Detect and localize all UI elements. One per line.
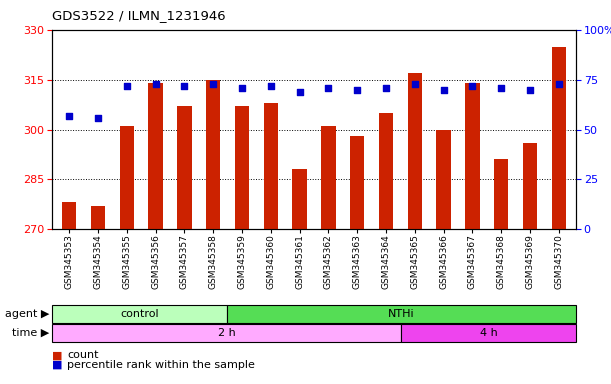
Bar <box>235 106 249 229</box>
Point <box>467 83 477 89</box>
Bar <box>465 83 480 229</box>
Point <box>237 84 247 91</box>
Bar <box>52 324 401 342</box>
Point <box>496 84 506 91</box>
Bar <box>321 126 335 229</box>
Bar <box>91 206 105 229</box>
Text: time ▶: time ▶ <box>12 328 49 338</box>
Text: control: control <box>120 309 159 319</box>
Text: percentile rank within the sample: percentile rank within the sample <box>67 360 255 370</box>
Text: NTHi: NTHi <box>388 309 415 319</box>
Text: ■: ■ <box>52 360 66 370</box>
Point <box>64 113 74 119</box>
Point <box>122 83 132 89</box>
Bar <box>52 305 227 323</box>
Bar <box>494 159 508 229</box>
Bar <box>523 143 537 229</box>
Text: 2 h: 2 h <box>218 328 236 338</box>
Point <box>208 81 218 87</box>
Point <box>180 83 189 89</box>
Bar <box>408 73 422 229</box>
Text: ■: ■ <box>52 350 66 360</box>
Point <box>554 81 563 87</box>
Bar <box>436 129 451 229</box>
Bar <box>206 80 221 229</box>
Bar <box>379 113 393 229</box>
Bar <box>552 46 566 229</box>
Bar <box>350 136 364 229</box>
Bar <box>227 305 576 323</box>
Point <box>323 84 333 91</box>
Point <box>439 87 448 93</box>
Text: agent ▶: agent ▶ <box>4 309 49 319</box>
Bar <box>401 324 576 342</box>
Bar <box>148 83 163 229</box>
Text: count: count <box>67 350 99 360</box>
Point <box>353 87 362 93</box>
Text: 4 h: 4 h <box>480 328 497 338</box>
Bar <box>293 169 307 229</box>
Bar <box>177 106 192 229</box>
Point <box>525 87 535 93</box>
Point <box>93 114 103 121</box>
Point <box>381 84 391 91</box>
Point <box>266 83 276 89</box>
Text: GDS3522 / ILMN_1231946: GDS3522 / ILMN_1231946 <box>52 9 225 22</box>
Bar <box>62 202 76 229</box>
Bar <box>263 103 278 229</box>
Point <box>151 81 161 87</box>
Bar <box>120 126 134 229</box>
Point <box>295 89 304 95</box>
Point <box>410 81 420 87</box>
